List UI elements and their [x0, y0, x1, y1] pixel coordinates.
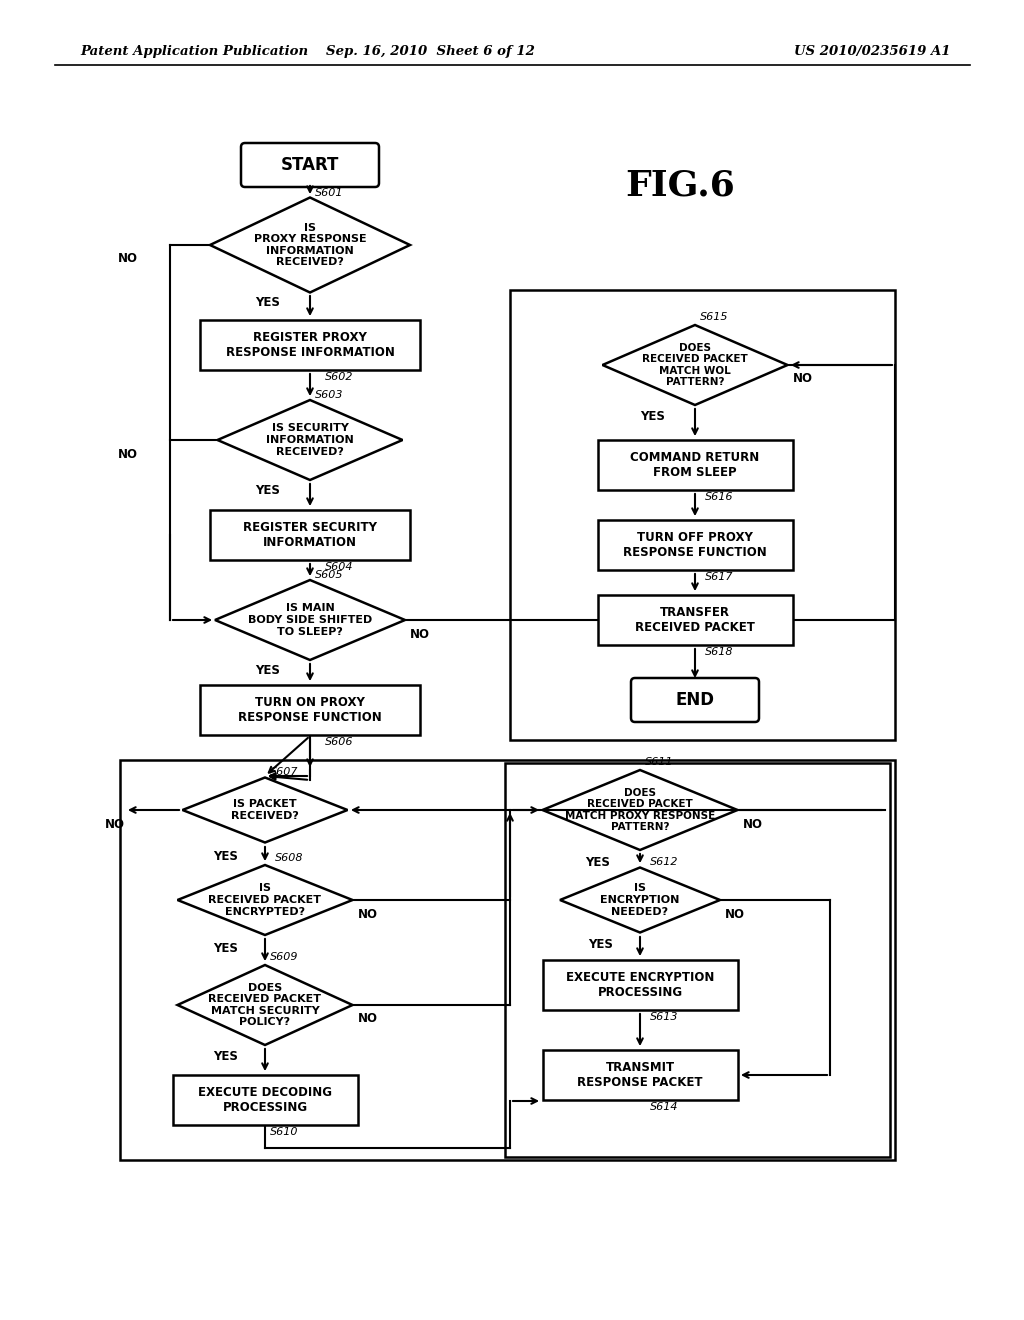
Text: S602: S602: [325, 372, 353, 381]
Polygon shape: [210, 198, 410, 293]
Text: IS PACKET
RECEIVED?: IS PACKET RECEIVED?: [231, 799, 299, 821]
Bar: [597, 595, 793, 645]
Bar: [172, 1074, 357, 1125]
Text: S601: S601: [315, 187, 343, 198]
Text: Sep. 16, 2010  Sheet 6 of 12: Sep. 16, 2010 Sheet 6 of 12: [326, 45, 535, 58]
Text: S609: S609: [270, 952, 299, 962]
Text: NO: NO: [105, 817, 125, 830]
Polygon shape: [177, 865, 352, 935]
Text: NO: NO: [118, 447, 138, 461]
Bar: [200, 685, 420, 735]
Bar: [200, 319, 420, 370]
Text: S608: S608: [275, 853, 303, 863]
Text: YES: YES: [640, 411, 665, 424]
Text: S605: S605: [315, 570, 343, 579]
Text: DOES
RECEIVED PACKET
MATCH WOL
PATTERN?: DOES RECEIVED PACKET MATCH WOL PATTERN?: [642, 343, 748, 387]
Text: S613: S613: [650, 1012, 679, 1022]
Text: REGISTER PROXY
RESPONSE INFORMATION: REGISTER PROXY RESPONSE INFORMATION: [225, 331, 394, 359]
Polygon shape: [560, 867, 720, 932]
Text: TRANSFER
RECEIVED PACKET: TRANSFER RECEIVED PACKET: [635, 606, 755, 634]
Text: YES: YES: [213, 941, 238, 954]
Text: REGISTER SECURITY
INFORMATION: REGISTER SECURITY INFORMATION: [243, 521, 377, 549]
Text: S617: S617: [705, 572, 733, 582]
Text: IS
RECEIVED PACKET
ENCRYPTED?: IS RECEIVED PACKET ENCRYPTED?: [209, 883, 322, 916]
Text: IS
ENCRYPTION
NEEDED?: IS ENCRYPTION NEEDED?: [600, 883, 680, 916]
Bar: [210, 510, 410, 560]
Text: IS MAIN
BODY SIDE SHIFTED
TO SLEEP?: IS MAIN BODY SIDE SHIFTED TO SLEEP?: [248, 603, 372, 636]
Polygon shape: [177, 965, 352, 1045]
Text: DOES
RECEIVED PACKET
MATCH PROXY RESPONSE
PATTERN?: DOES RECEIVED PACKET MATCH PROXY RESPONS…: [565, 788, 715, 833]
Text: YES: YES: [213, 1051, 238, 1064]
Bar: [597, 520, 793, 570]
Text: S603: S603: [315, 389, 343, 400]
Polygon shape: [543, 770, 737, 850]
Text: US 2010/0235619 A1: US 2010/0235619 A1: [794, 45, 950, 58]
Text: START: START: [281, 156, 339, 174]
Text: S618: S618: [705, 647, 733, 657]
Text: S606: S606: [325, 737, 353, 747]
Text: YES: YES: [255, 297, 280, 309]
Text: FIG.6: FIG.6: [625, 168, 735, 202]
Polygon shape: [602, 325, 787, 405]
Text: END: END: [676, 690, 715, 709]
Text: NO: NO: [725, 908, 745, 920]
Text: COMMAND RETURN
FROM SLEEP: COMMAND RETURN FROM SLEEP: [631, 451, 760, 479]
Polygon shape: [217, 400, 402, 480]
Bar: [543, 960, 737, 1010]
Text: S611: S611: [645, 756, 674, 767]
Text: S604: S604: [325, 562, 353, 572]
Text: S612: S612: [650, 857, 679, 867]
Text: NO: NO: [410, 627, 430, 640]
Text: NO: NO: [358, 1012, 378, 1026]
Text: S607: S607: [270, 767, 299, 777]
Polygon shape: [215, 579, 406, 660]
Text: YES: YES: [213, 850, 238, 862]
Text: YES: YES: [585, 855, 610, 869]
Text: NO: NO: [118, 252, 138, 265]
Text: IS SECURITY
INFORMATION
RECEIVED?: IS SECURITY INFORMATION RECEIVED?: [266, 424, 354, 457]
Text: EXECUTE ENCRYPTION
PROCESSING: EXECUTE ENCRYPTION PROCESSING: [566, 972, 714, 999]
Bar: [597, 440, 793, 490]
Text: TURN OFF PROXY
RESPONSE FUNCTION: TURN OFF PROXY RESPONSE FUNCTION: [624, 531, 767, 558]
Text: S614: S614: [650, 1102, 679, 1111]
FancyBboxPatch shape: [241, 143, 379, 187]
Text: EXECUTE DECODING
PROCESSING: EXECUTE DECODING PROCESSING: [198, 1086, 332, 1114]
Text: NO: NO: [793, 372, 813, 385]
Bar: [120, 760, 895, 1160]
Text: S616: S616: [705, 492, 733, 502]
Text: Patent Application Publication: Patent Application Publication: [80, 45, 308, 58]
Text: TRANSMIT
RESPONSE PACKET: TRANSMIT RESPONSE PACKET: [578, 1061, 702, 1089]
Bar: [510, 290, 895, 741]
Text: YES: YES: [588, 937, 613, 950]
Text: YES: YES: [255, 483, 280, 496]
Text: YES: YES: [255, 664, 280, 676]
Text: TURN ON PROXY
RESPONSE FUNCTION: TURN ON PROXY RESPONSE FUNCTION: [239, 696, 382, 723]
Text: IS
PROXY RESPONSE
INFORMATION
RECEIVED?: IS PROXY RESPONSE INFORMATION RECEIVED?: [254, 223, 367, 268]
Text: NO: NO: [743, 817, 763, 830]
Polygon shape: [182, 777, 347, 842]
FancyBboxPatch shape: [631, 678, 759, 722]
Text: NO: NO: [358, 908, 378, 920]
Text: DOES
RECEIVED PACKET
MATCH SECURITY
POLICY?: DOES RECEIVED PACKET MATCH SECURITY POLI…: [209, 982, 322, 1027]
Text: S610: S610: [270, 1127, 299, 1137]
Text: S615: S615: [700, 312, 728, 322]
Bar: [505, 763, 890, 1158]
Bar: [543, 1049, 737, 1100]
